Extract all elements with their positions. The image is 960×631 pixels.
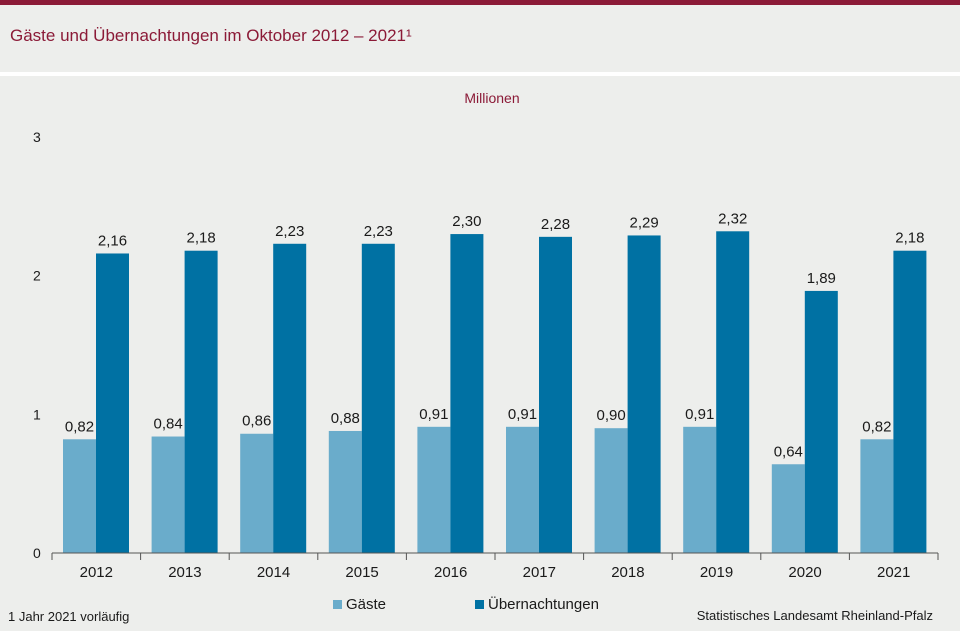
bar-uebernachtungen xyxy=(361,243,395,554)
chart-title: Gäste und Übernachtungen im Oktober 2012… xyxy=(10,26,412,45)
bar-gaeste xyxy=(683,426,717,553)
bar-gaeste xyxy=(771,464,805,553)
x-tick-label: 2018 xyxy=(611,564,644,581)
x-tick-label: 2012 xyxy=(80,564,113,581)
bar-uebernachtungen xyxy=(627,235,661,553)
data-label: 0,82 xyxy=(65,418,94,435)
x-tick-label: 2017 xyxy=(523,564,556,581)
bar-gaeste xyxy=(860,439,894,553)
data-label: 0,90 xyxy=(596,407,625,424)
data-label: 2,23 xyxy=(364,223,393,240)
bar-uebernachtungen xyxy=(539,236,572,553)
data-label: 0,91 xyxy=(508,406,537,423)
data-label: 2,18 xyxy=(186,230,215,247)
bar-gaeste xyxy=(506,426,539,553)
data-label: 0,84 xyxy=(153,416,182,433)
x-tick-label: 2015 xyxy=(345,564,378,581)
y-tick-label: 0 xyxy=(33,545,41,561)
data-label: 2,18 xyxy=(895,230,924,247)
data-label: 0,64 xyxy=(774,443,803,460)
bar-uebernachtungen xyxy=(804,290,838,553)
bar-uebernachtungen xyxy=(184,250,218,553)
x-tick-label: 2016 xyxy=(434,564,467,581)
legend-swatch-gaeste xyxy=(333,600,342,609)
data-label: 2,30 xyxy=(452,213,481,230)
y-tick-label: 1 xyxy=(33,406,41,422)
header-divider xyxy=(0,72,960,76)
bar-gaeste xyxy=(594,428,628,553)
bar-uebernachtungen xyxy=(893,250,927,553)
x-tick-label: 2013 xyxy=(168,564,201,581)
bar-gaeste xyxy=(328,430,362,553)
x-tick-label: 2019 xyxy=(700,564,733,581)
legend-swatch-uebernachtungen xyxy=(475,600,484,609)
bar-gaeste xyxy=(240,433,274,553)
bar-gaeste xyxy=(151,436,185,553)
data-label: 2,29 xyxy=(629,214,658,231)
legend-label-uebernachtungen: Übernachtungen xyxy=(488,595,599,613)
data-label: 0,88 xyxy=(331,410,360,427)
data-label: 0,82 xyxy=(862,418,891,435)
source-credit: Statistisches Landesamt Rheinland-Pfalz xyxy=(696,608,933,623)
data-label: 0,86 xyxy=(242,413,271,430)
data-label: 2,23 xyxy=(275,223,304,240)
data-label: 0,91 xyxy=(419,406,448,423)
data-label: 2,28 xyxy=(541,216,570,233)
y-tick-label: 2 xyxy=(33,268,41,284)
data-label: 0,91 xyxy=(685,406,714,423)
footnote: 1 Jahr 2021 vorläufig xyxy=(8,609,130,624)
bar-gaeste xyxy=(63,439,96,553)
bar-uebernachtungen xyxy=(96,253,129,554)
bar-uebernachtungen xyxy=(273,243,307,554)
data-label: 2,32 xyxy=(718,210,747,227)
bar-gaeste xyxy=(417,426,451,553)
data-label: 2,16 xyxy=(98,232,127,249)
y-tick-label: 3 xyxy=(33,129,41,145)
bar-uebernachtungen xyxy=(716,231,750,553)
x-tick-label: 2020 xyxy=(788,564,821,581)
legend-label-gaeste: Gäste xyxy=(346,596,386,613)
x-tick-label: 2014 xyxy=(257,564,290,581)
x-tick-label: 2021 xyxy=(877,564,910,581)
data-label: 1,89 xyxy=(807,270,836,287)
unit-label: Millionen xyxy=(464,90,520,106)
bar-uebernachtungen xyxy=(450,234,484,554)
top-accent-bar xyxy=(0,0,960,5)
